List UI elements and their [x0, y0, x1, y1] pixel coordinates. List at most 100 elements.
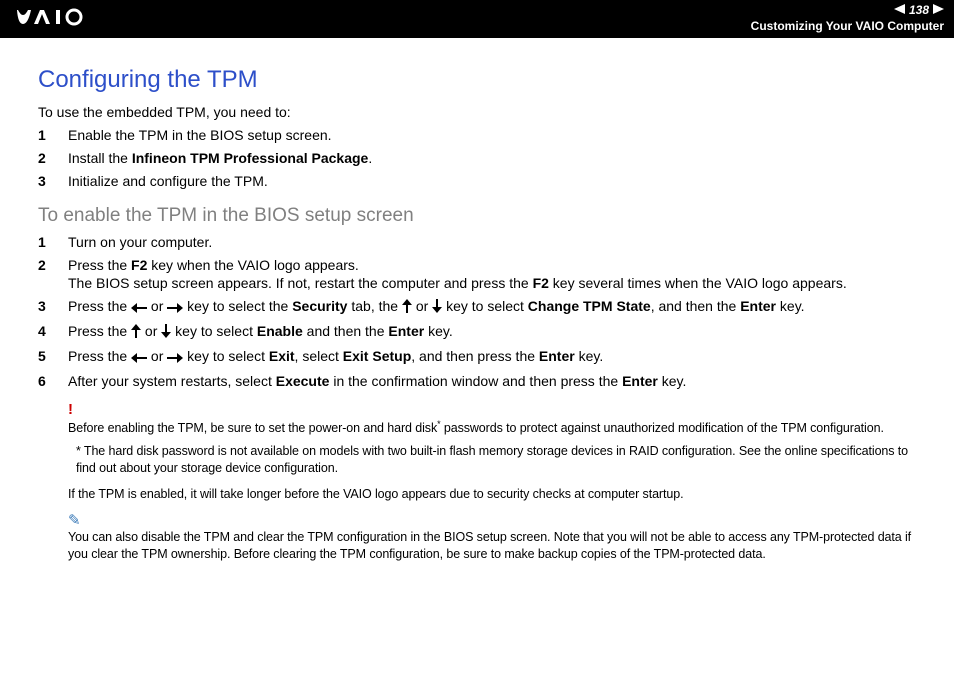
bold-text: Exit: [269, 348, 295, 364]
step-text: Press the or key to select Enable and th…: [68, 322, 453, 343]
text: or: [412, 298, 432, 314]
text: Before enabling the TPM, be sure to set …: [68, 421, 437, 435]
bold-text: Enter: [622, 373, 658, 389]
nav-prev-icon[interactable]: [894, 3, 905, 19]
steps-bios: 1 Turn on your computer. 2 Press the F2 …: [38, 233, 924, 391]
sub-heading: To enable the TPM in the BIOS setup scre…: [38, 205, 924, 227]
text: key when the VAIO logo appears.: [147, 257, 358, 273]
text: and then the: [303, 323, 389, 339]
list-item: 5 Press the or key to select Exit, selec…: [38, 347, 924, 368]
step-number: 3: [38, 297, 52, 318]
text: key several times when the VAIO logo app…: [549, 275, 847, 291]
step-number: 3: [38, 172, 52, 191]
footnote-text: * The hard disk password is not availabl…: [68, 443, 924, 477]
bold-text: Exit Setup: [343, 348, 411, 364]
bold-text: F2: [131, 257, 147, 273]
arrow-left-icon: [131, 299, 147, 318]
text: Press the: [68, 323, 131, 339]
text: , and then the: [651, 298, 741, 314]
bold-text: Enter: [388, 323, 424, 339]
step-text: Enable the TPM in the BIOS setup screen.: [68, 126, 332, 145]
list-item: 6 After your system restarts, select Exe…: [38, 372, 924, 391]
list-item: 2 Press the F2 key when the VAIO logo ap…: [38, 256, 924, 294]
text: .: [368, 150, 372, 166]
text: key to select: [171, 323, 257, 339]
text: , select: [295, 348, 343, 364]
text: or: [147, 298, 167, 314]
vaio-logo: [16, 8, 102, 31]
text: key.: [658, 373, 687, 389]
text: key to select: [183, 348, 269, 364]
bold-text: Security: [292, 298, 347, 314]
text: key.: [776, 298, 805, 314]
step-text: Install the Infineon TPM Professional Pa…: [68, 149, 372, 168]
step-number: 1: [38, 233, 52, 252]
page-content: Configuring the TPM To use the embedded …: [0, 38, 954, 572]
note-text: You can also disable the TPM and clear t…: [68, 529, 924, 563]
steps-overview: 1 Enable the TPM in the BIOS setup scree…: [38, 126, 924, 191]
bold-text: Enable: [257, 323, 303, 339]
header-bar: 138 Customizing Your VAIO Computer: [0, 0, 954, 38]
text: Press the: [68, 257, 131, 273]
list-item: 3 Initialize and configure the TPM.: [38, 172, 924, 191]
bold-text: Infineon TPM Professional Package: [132, 150, 369, 166]
page-nav: 138: [751, 3, 944, 19]
bold-text: Enter: [539, 348, 575, 364]
step-text: After your system restarts, select Execu…: [68, 372, 686, 391]
bold-text: F2: [533, 275, 549, 291]
bold-text: Enter: [740, 298, 776, 314]
page-number: 138: [909, 3, 929, 19]
list-item: 1 Enable the TPM in the BIOS setup scree…: [38, 126, 924, 145]
text: tab, the: [347, 298, 401, 314]
step-number: 1: [38, 126, 52, 145]
text: The BIOS setup screen appears. If not, r…: [68, 275, 533, 291]
step-number: 2: [38, 256, 52, 294]
text: Install the: [68, 150, 132, 166]
arrow-right-icon: [167, 349, 183, 368]
text: or: [147, 348, 167, 364]
text: After your system restarts, select: [68, 373, 276, 389]
list-item: 1 Turn on your computer.: [38, 233, 924, 252]
text: in the confirmation window and then pres…: [329, 373, 622, 389]
plain-note: If the TPM is enabled, it will take long…: [68, 487, 924, 501]
text: Press the: [68, 298, 131, 314]
arrow-up-icon: [402, 299, 412, 318]
step-number: 5: [38, 347, 52, 368]
text: passwords to protect against unauthorize…: [441, 421, 884, 435]
text: key to select the: [183, 298, 292, 314]
header-right: 138 Customizing Your VAIO Computer: [751, 3, 944, 34]
list-item: 2 Install the Infineon TPM Professional …: [38, 149, 924, 168]
section-label: Customizing Your VAIO Computer: [751, 19, 944, 35]
warning-note: ! Before enabling the TPM, be sure to se…: [68, 401, 924, 501]
note-text: Before enabling the TPM, be sure to set …: [68, 418, 924, 437]
intro-text: To use the embedded TPM, you need to:: [38, 104, 924, 120]
page-title: Configuring the TPM: [38, 66, 924, 94]
pencil-icon: ✎: [68, 511, 924, 529]
step-text: Press the F2 key when the VAIO logo appe…: [68, 256, 847, 294]
arrow-up-icon: [131, 324, 141, 343]
text: key.: [424, 323, 453, 339]
step-text: Initialize and configure the TPM.: [68, 172, 268, 191]
text: or: [141, 323, 161, 339]
text: key.: [575, 348, 604, 364]
step-number: 4: [38, 322, 52, 343]
step-text: Press the or key to select the Security …: [68, 297, 805, 318]
arrow-left-icon: [131, 349, 147, 368]
arrow-right-icon: [167, 299, 183, 318]
nav-next-icon[interactable]: [933, 3, 944, 19]
step-text: Turn on your computer.: [68, 233, 212, 252]
arrow-down-icon: [161, 324, 171, 343]
list-item: 3 Press the or key to select the Securit…: [38, 297, 924, 318]
arrow-down-icon: [432, 299, 442, 318]
step-number: 6: [38, 372, 52, 391]
bold-text: Execute: [276, 373, 330, 389]
tip-note: ✎ You can also disable the TPM and clear…: [68, 511, 924, 563]
bold-text: Change TPM State: [528, 298, 651, 314]
list-item: 4 Press the or key to select Enable and …: [38, 322, 924, 343]
text: Press the: [68, 348, 131, 364]
step-text: Press the or key to select Exit, select …: [68, 347, 603, 368]
text: , and then press the: [411, 348, 539, 364]
step-number: 2: [38, 149, 52, 168]
text: key to select: [442, 298, 528, 314]
alert-icon: !: [68, 401, 924, 418]
